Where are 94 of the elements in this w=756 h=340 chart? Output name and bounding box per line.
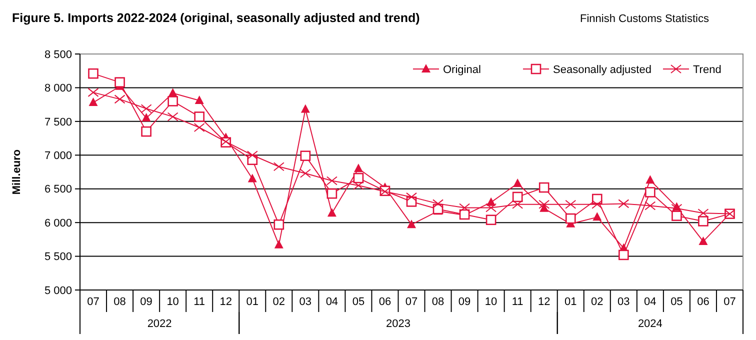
x-tick-label: 03	[618, 296, 630, 308]
point	[88, 88, 99, 97]
x-tick-label: 01	[246, 296, 259, 308]
point	[565, 213, 576, 224]
point	[459, 203, 470, 212]
x-tick-label: 07	[405, 296, 418, 308]
point	[194, 96, 204, 104]
point	[167, 112, 178, 122]
point	[672, 210, 682, 221]
text: 2024	[638, 318, 662, 330]
legend-label: Trend	[693, 64, 722, 76]
y-tick-label: 6 500	[44, 184, 72, 196]
chart-title: Figure 5. Imports 2022-2024 (original, seasonally adjusted and trend)	[12, 11, 420, 25]
x-tick-label: 02	[591, 296, 604, 308]
point	[407, 220, 416, 228]
point	[645, 187, 656, 198]
x-tick-label: 01	[564, 296, 577, 308]
point	[141, 126, 152, 137]
point	[592, 200, 603, 209]
point	[88, 98, 98, 106]
x-tick-label: 05	[670, 296, 683, 308]
x-tick-label: 07	[724, 296, 736, 308]
point	[486, 214, 496, 226]
point	[354, 164, 363, 172]
x-tick-label: 10	[166, 296, 179, 308]
point	[168, 96, 178, 106]
point	[565, 200, 576, 209]
text: Finnish Customs Statistics	[580, 13, 710, 25]
point	[274, 240, 284, 248]
x-tick-label: 02	[272, 296, 286, 308]
x-tick-label: 12	[538, 296, 550, 308]
y-tick-label: 5 500	[44, 251, 72, 264]
point	[140, 104, 152, 114]
point	[248, 174, 257, 182]
point	[300, 168, 311, 178]
x-tick-label: 08	[432, 296, 444, 308]
point	[300, 150, 311, 161]
point	[538, 182, 550, 193]
point	[432, 199, 444, 208]
point	[592, 212, 602, 221]
x-tick-label: 08	[114, 296, 126, 308]
text: 2022	[147, 318, 172, 330]
point	[698, 236, 708, 245]
x-tick-label: 12	[220, 296, 232, 308]
point	[352, 180, 364, 190]
point	[512, 192, 523, 202]
point	[194, 112, 204, 122]
x-tick-label: 06	[378, 296, 392, 308]
point	[512, 200, 524, 209]
x-tick-label: 04	[326, 296, 338, 308]
point	[142, 113, 151, 122]
point	[194, 122, 205, 132]
y-tick-label: 5 000	[44, 284, 72, 297]
text: 2023	[386, 318, 410, 330]
point	[300, 104, 310, 113]
point	[246, 150, 258, 160]
point	[273, 162, 284, 172]
y-tick-label: 8 000	[44, 82, 72, 95]
point	[274, 219, 284, 230]
point	[486, 203, 497, 212]
y-axis-title: Mill.euro	[11, 149, 23, 195]
point	[327, 208, 336, 217]
point	[618, 199, 630, 208]
x-tick-label: 09	[140, 296, 152, 308]
point	[353, 172, 364, 184]
point	[618, 250, 629, 260]
x-tick-label: 04	[644, 296, 656, 308]
point	[88, 68, 98, 79]
point	[114, 77, 125, 88]
point	[698, 208, 709, 218]
point	[114, 94, 126, 104]
x-tick-label: 11	[194, 296, 206, 308]
point	[513, 178, 522, 187]
legend-label: Original	[443, 64, 481, 76]
y-tick-label: 7 000	[44, 150, 72, 162]
point	[644, 201, 656, 210]
point	[326, 188, 338, 199]
point	[698, 216, 708, 226]
legend-label: Seasonally adjusted	[553, 64, 652, 76]
point	[646, 175, 655, 184]
y-tick-label: 6 000	[44, 217, 72, 230]
point	[538, 200, 550, 209]
x-tick-label: 05	[352, 296, 365, 308]
x-tick-label: 07	[87, 296, 100, 308]
point	[326, 176, 338, 186]
x-tick-label: 10	[484, 296, 498, 308]
x-tick-label: 11	[512, 296, 524, 308]
x-tick-label: 06	[697, 296, 710, 308]
y-tick-label: 8 500	[44, 48, 72, 61]
x-tick-label: 09	[458, 296, 471, 308]
y-tick-label: 7 500	[44, 116, 72, 128]
x-tick-label: 03	[299, 296, 312, 308]
point	[540, 203, 549, 212]
point	[406, 192, 417, 202]
